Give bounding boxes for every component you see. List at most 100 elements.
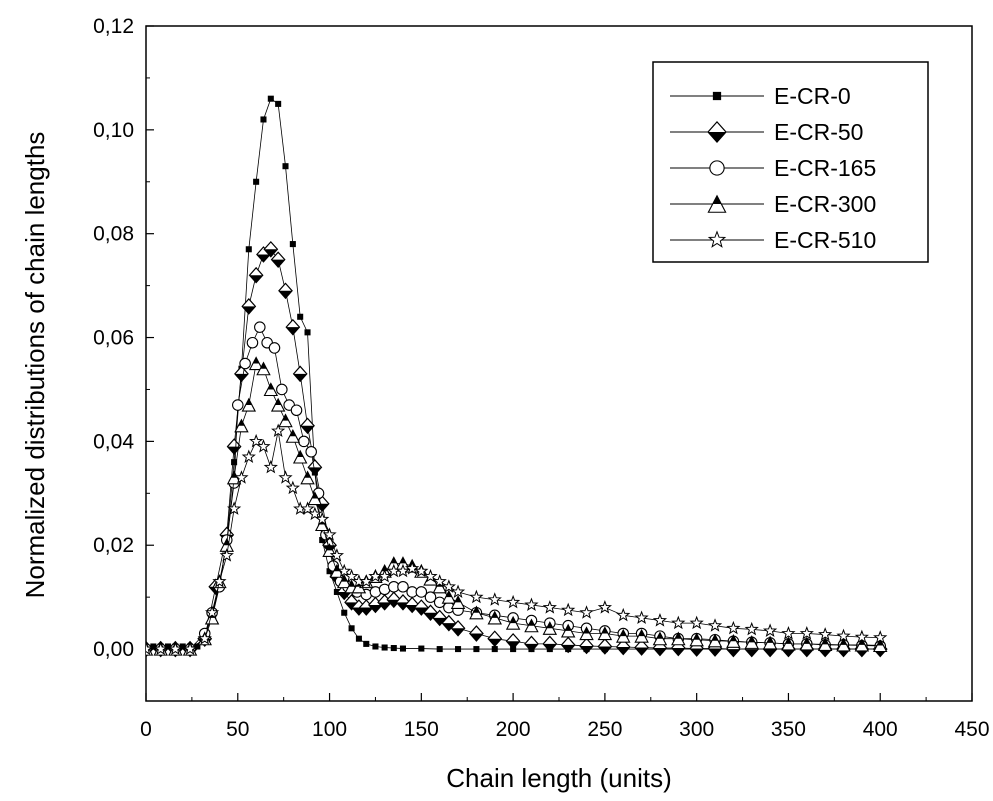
data-point xyxy=(329,548,345,562)
data-point xyxy=(377,568,392,583)
data-point xyxy=(799,636,815,651)
data-point xyxy=(337,563,352,578)
data-point xyxy=(762,635,778,650)
data-point xyxy=(579,637,594,655)
data-point xyxy=(268,342,281,354)
data-point xyxy=(150,643,157,650)
data-point xyxy=(263,240,279,258)
series-e-cr-50 xyxy=(146,240,888,658)
data-point xyxy=(468,625,484,642)
data-point xyxy=(415,586,428,598)
data-point xyxy=(344,568,359,583)
data-point xyxy=(872,638,888,653)
data-point xyxy=(212,574,227,588)
y-tick-label: 0,04 xyxy=(93,430,134,453)
data-point xyxy=(270,251,286,268)
data-point xyxy=(689,632,704,647)
data-point xyxy=(292,365,308,383)
y-tick-label: 0,08 xyxy=(93,223,134,246)
data-point xyxy=(276,383,288,396)
data-point xyxy=(818,627,833,641)
y-tick-label: 0,12 xyxy=(93,15,134,38)
data-point xyxy=(418,645,425,652)
data-point xyxy=(441,579,456,593)
series-e-cr-300 xyxy=(146,356,888,656)
data-point xyxy=(231,459,238,466)
y-tick-label: 0,02 xyxy=(93,534,134,557)
data-point xyxy=(469,605,484,620)
data-point xyxy=(253,178,260,185)
data-point xyxy=(305,445,317,458)
data-point xyxy=(278,413,293,428)
series-e-cr-510 xyxy=(146,423,888,656)
data-point xyxy=(271,423,286,438)
data-point xyxy=(524,597,539,611)
x-axis-ticks: 0 50 100 150 200 250 300 350 400 450 xyxy=(140,693,990,741)
data-point xyxy=(290,404,303,417)
data-point xyxy=(241,298,257,315)
data-point xyxy=(671,631,686,646)
x-tick-label: 300 xyxy=(679,718,714,741)
data-point xyxy=(597,638,613,655)
data-point xyxy=(282,163,289,170)
data-point xyxy=(245,246,252,253)
data-point xyxy=(744,635,759,649)
data-point xyxy=(744,621,759,636)
data-point xyxy=(671,615,686,630)
data-point xyxy=(799,626,814,640)
x-axis-title: Chain length (units) xyxy=(446,763,671,793)
data-point xyxy=(300,501,315,515)
data-point xyxy=(297,313,304,320)
data-point xyxy=(726,634,741,648)
data-point xyxy=(707,194,727,213)
data-point xyxy=(652,613,668,627)
x-tick-label: 400 xyxy=(863,718,898,741)
data-point xyxy=(634,628,649,643)
data-point xyxy=(781,636,796,651)
data-point xyxy=(263,382,279,397)
legend-label: E-CR-0 xyxy=(774,83,851,109)
series-line xyxy=(146,362,881,650)
data-point xyxy=(307,506,322,521)
data-point xyxy=(234,418,249,433)
data-point xyxy=(597,600,612,614)
legend-entry: E-CR-300 xyxy=(670,191,876,217)
y-tick-label: 0,06 xyxy=(93,327,134,350)
data-point xyxy=(182,641,198,656)
data-point xyxy=(399,645,407,652)
data-point xyxy=(423,568,438,583)
data-point xyxy=(762,623,778,637)
y-axis-title: Normalized distributions of chain length… xyxy=(20,132,50,599)
data-point xyxy=(709,160,725,176)
data-point xyxy=(854,637,870,652)
data-point xyxy=(390,645,397,652)
x-tick-label: 350 xyxy=(771,718,806,741)
series-line xyxy=(146,248,881,650)
data-point xyxy=(579,626,594,641)
data-point xyxy=(505,632,521,650)
legend: E-CR-0 E-CR-50 E-CR-165 E-CR-300 E-CR-510 xyxy=(652,61,929,263)
data-point xyxy=(579,605,594,619)
data-point xyxy=(405,561,420,575)
data-point xyxy=(707,230,727,248)
data-point xyxy=(712,91,722,101)
data-point xyxy=(450,584,466,599)
data-point xyxy=(424,591,437,603)
data-point xyxy=(395,563,411,578)
data-point xyxy=(487,610,502,625)
data-point xyxy=(506,594,521,609)
data-point xyxy=(153,641,168,656)
data-point xyxy=(542,621,558,635)
data-point xyxy=(455,646,462,653)
data-point xyxy=(248,356,264,371)
data-point xyxy=(505,615,521,630)
data-point xyxy=(248,266,264,284)
data-point xyxy=(246,336,259,349)
data-point xyxy=(249,433,264,448)
data-point xyxy=(298,435,310,448)
data-point xyxy=(372,643,379,650)
data-point xyxy=(300,417,315,435)
x-tick-label: 100 xyxy=(312,718,347,741)
data-point xyxy=(315,511,330,526)
